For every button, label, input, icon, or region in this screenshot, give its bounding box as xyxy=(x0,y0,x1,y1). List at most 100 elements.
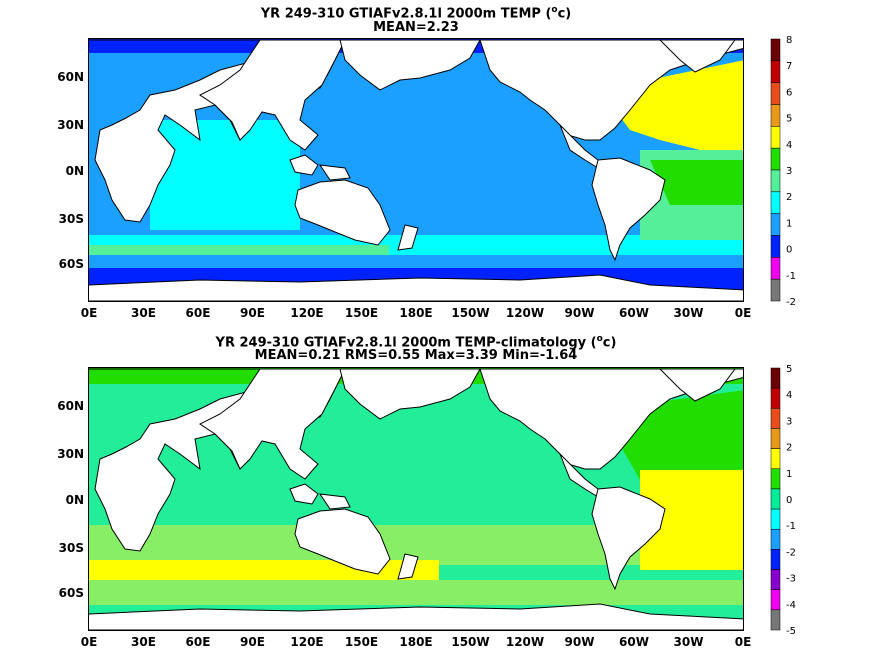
lon-tick-label: 90W xyxy=(565,306,595,320)
colorbar-swatch xyxy=(770,428,781,449)
lon-tick-label: 30E xyxy=(131,306,156,320)
lat-tick-label: 0N xyxy=(66,164,84,178)
colorbar-top: 8 7 6 5 4 3 2 1 0 -1 -2 xyxy=(770,35,796,308)
colorbar-swatch xyxy=(770,278,781,302)
colorbar-swatch xyxy=(770,60,781,83)
ocean-region xyxy=(640,470,743,570)
lon-tick-label: 30W xyxy=(674,306,704,320)
colorbar-swatch xyxy=(770,488,781,510)
colorbar-tick-label: -5 xyxy=(786,626,796,637)
colorbar-swatch xyxy=(770,38,781,62)
colorbar-tick-label: 4 xyxy=(786,390,792,401)
colorbar-swatch xyxy=(770,126,781,149)
lon-tick-label: 120W xyxy=(506,635,544,649)
lon-tick-label: 180E xyxy=(399,306,432,320)
title-text: YR 249-310 GTIAFv2.8.1l 2000m TEMP ( xyxy=(260,6,552,22)
colorbar-bottom: 5 4 3 2 1 0 -1 -2 -3 -4 -5 xyxy=(770,364,796,637)
colorbar-swatch xyxy=(770,147,781,171)
colorbar-swatch xyxy=(770,408,781,429)
colorbar-swatch xyxy=(770,528,781,550)
lon-tick-label: 0E xyxy=(735,635,752,649)
lon-tick-label: 0E xyxy=(735,306,752,320)
axes-bottom: 60N 30N 0N 30S 60S 0E 30E 60E 90E 120E 150E 180E 150… xyxy=(57,399,751,649)
map-frame xyxy=(88,367,744,631)
lon-tick-label: 180E xyxy=(399,635,432,649)
map-frame xyxy=(88,38,744,302)
lat-tick-label: 30N xyxy=(57,447,84,461)
colorbar-tick-label: 3 xyxy=(786,166,792,177)
colorbar-tick-label: 5 xyxy=(786,114,792,125)
lon-tick-label: 0E xyxy=(81,635,98,649)
colorbar-tick-label: -3 xyxy=(786,574,796,585)
colorbar-swatch xyxy=(770,468,781,490)
lon-tick-label: 30W xyxy=(674,635,704,649)
lon-tick-label: 90W xyxy=(565,635,595,649)
colorbar-tick-label: 3 xyxy=(786,416,792,427)
lon-tick-label: 60E xyxy=(186,635,211,649)
colorbar-tick-label: 8 xyxy=(786,35,792,46)
lon-tick-label: 120W xyxy=(506,306,544,320)
colorbar-tick-label: -1 xyxy=(786,271,796,282)
colorbar-swatch xyxy=(770,191,781,214)
lon-tick-label: 150W xyxy=(451,635,489,649)
colorbar-swatch xyxy=(770,257,781,280)
lon-tick-label: 90E xyxy=(240,635,265,649)
title-degree: o xyxy=(551,5,558,15)
ocean-region xyxy=(150,120,300,230)
ocean-region xyxy=(89,580,743,605)
map-top xyxy=(89,39,743,301)
colorbar-swatch xyxy=(770,367,781,389)
lat-tick-label: 60N xyxy=(57,70,84,84)
colorbar-tick-label: 4 xyxy=(786,140,792,151)
colorbar-swatch xyxy=(770,448,781,470)
colorbar-tick-label: 2 xyxy=(786,443,792,454)
colorbar-tick-label: 7 xyxy=(786,61,792,72)
map-bottom xyxy=(89,368,743,630)
lat-tick-label: 30N xyxy=(57,118,84,132)
map-title-top: YR 249-310 GTIAFv2.8.1l 2000m TEMP (oc) xyxy=(88,2,744,22)
colorbar-swatch xyxy=(770,235,781,258)
colorbar-swatch xyxy=(770,609,781,631)
title-degree: o xyxy=(596,334,603,344)
lon-tick-label: 120E xyxy=(290,635,323,649)
lat-tick-label: 30S xyxy=(59,212,84,226)
colorbar-swatch xyxy=(770,589,781,611)
lon-tick-label: 60W xyxy=(619,635,649,649)
colorbar-tick-label: -2 xyxy=(786,547,796,558)
colorbar-tick-label: 2 xyxy=(786,192,792,203)
lon-tick-label: 150W xyxy=(451,306,489,320)
map-subtitle-bottom: MEAN=0.21 RMS=0.55 Max=3.39 Min=-1.64 xyxy=(254,348,578,363)
colorbar-tick-label: -2 xyxy=(786,297,796,308)
lat-tick-label: 0N xyxy=(66,493,84,507)
title-text: YR 249-310 GTIAFv2.8.1l 2000m TEMP-clima… xyxy=(215,335,597,351)
colorbar-swatch xyxy=(770,104,781,127)
colorbar-tick-label: 0 xyxy=(786,245,792,256)
title-unit: c) xyxy=(557,6,572,22)
lon-tick-label: 60W xyxy=(619,306,649,320)
lat-tick-label: 60S xyxy=(59,257,84,271)
colorbar-tick-label: 1 xyxy=(786,218,792,229)
colorbar-swatch xyxy=(770,213,781,236)
colorbar-tick-label: 0 xyxy=(786,495,792,506)
title-unit: c) xyxy=(602,335,617,351)
lon-tick-label: 90E xyxy=(240,306,265,320)
map-title-bottom: YR 249-310 GTIAFv2.8.1l 2000m TEMP-clima… xyxy=(88,331,744,351)
lon-tick-label: 120E xyxy=(290,306,323,320)
colorbar-tick-label: 6 xyxy=(786,87,792,98)
colorbar-tick-label: 1 xyxy=(786,469,792,480)
colorbar-swatch xyxy=(770,508,781,530)
lon-tick-label: 30E xyxy=(131,635,156,649)
colorbar-tick-label: 5 xyxy=(786,364,792,375)
lat-tick-label: 60N xyxy=(57,399,84,413)
lat-tick-label: 30S xyxy=(59,541,84,555)
lat-tick-label: 60S xyxy=(59,586,84,600)
lon-tick-label: 150E xyxy=(345,306,378,320)
lon-tick-label: 60E xyxy=(186,306,211,320)
colorbar-swatch xyxy=(770,387,781,409)
colorbar-swatch xyxy=(770,169,781,193)
colorbar-tick-label: -4 xyxy=(786,600,796,611)
colorbar-swatch xyxy=(770,82,781,105)
axes-top: 60N 30N 0N 30S 60S 0E 30E 60E 90E 120E 150E 180E 150… xyxy=(57,70,751,320)
lon-tick-label: 0E xyxy=(81,306,98,320)
